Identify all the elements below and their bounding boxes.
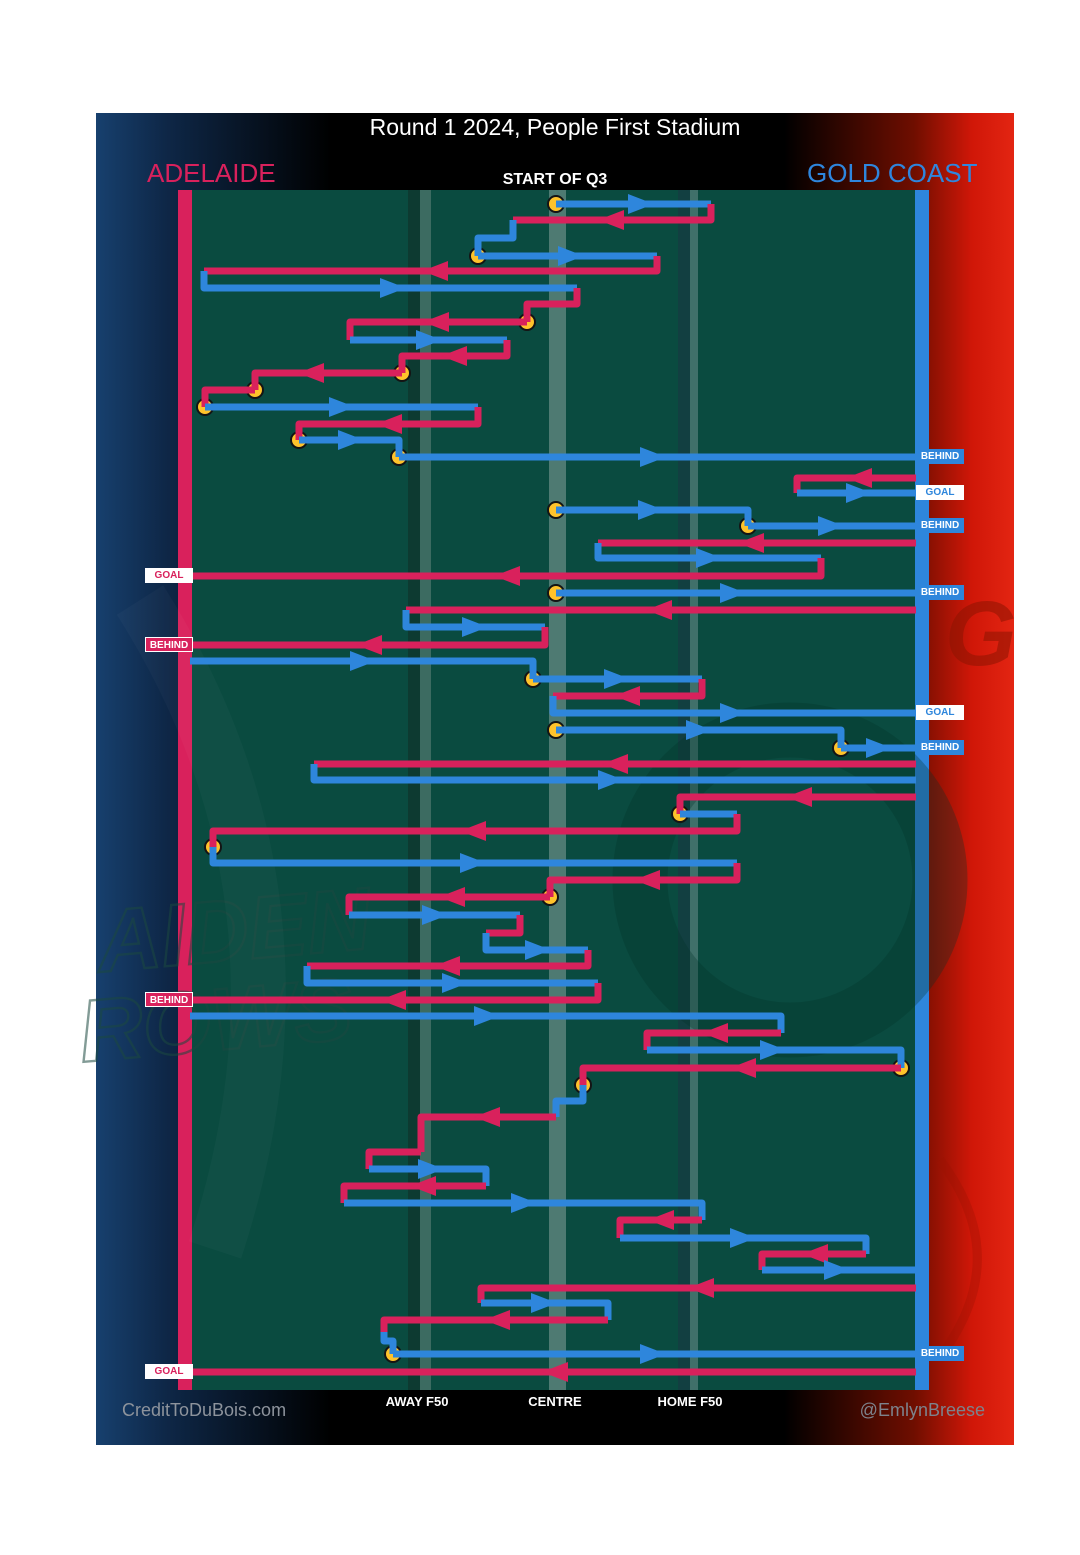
credit-watermark: CreditToDuBois.com	[122, 1400, 287, 1420]
away-team-label: ADELAIDE	[147, 158, 276, 188]
away-f50-line-dark	[408, 190, 420, 1390]
score-badge-behind-right: BEHIND	[916, 1346, 964, 1361]
centre-line	[549, 190, 566, 1390]
home-f50-line-light	[690, 190, 698, 1390]
score-badge-behind-left: BEHIND	[145, 637, 193, 652]
score-badge-goal-right: GOAL	[916, 705, 964, 720]
gold-coast-goal-line	[915, 190, 929, 1390]
home-team-label: GOLD COAST	[807, 158, 978, 188]
axis-label-home-f50: HOME F50	[657, 1394, 723, 1409]
quarter-label: START OF Q3	[502, 171, 608, 188]
axis-label-away-f50: AWAY F50	[385, 1394, 449, 1409]
score-badge-behind-left: BEHIND	[145, 992, 193, 1007]
score-badge-behind-right: BEHIND	[916, 740, 964, 755]
score-badge-behind-right: BEHIND	[916, 585, 964, 600]
author-handle: @EmlynBreese	[859, 1400, 985, 1420]
axis-label-centre: CENTRE	[528, 1394, 582, 1409]
page-title: Round 1 2024, People First Stadium	[369, 114, 741, 140]
score-badge-behind-right: BEHIND	[916, 449, 964, 464]
away-f50-line-light	[420, 190, 431, 1390]
score-badge-goal-left: GOAL	[145, 1364, 193, 1379]
score-badge-behind-right: BEHIND	[916, 518, 964, 533]
score-badge-goal-left: GOAL	[145, 568, 193, 583]
adelaide-goal-line	[178, 190, 192, 1390]
score-badge-goal-right: GOAL	[916, 485, 964, 500]
home-f50-line-dark	[678, 190, 690, 1390]
